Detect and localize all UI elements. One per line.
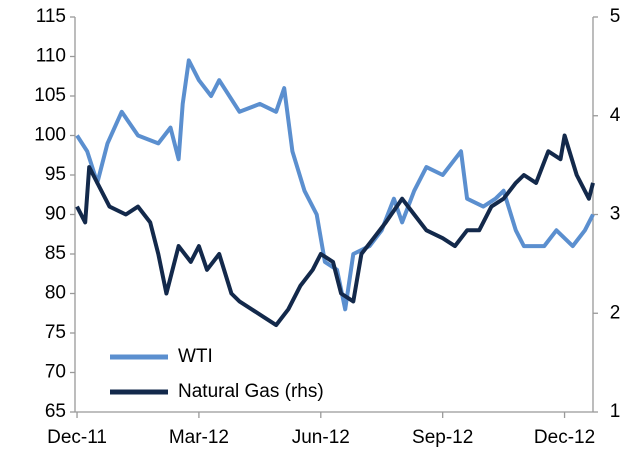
series-line xyxy=(75,133,595,328)
y-tick-label: 70 xyxy=(45,362,66,383)
y-tick-label: 115 xyxy=(36,6,66,27)
y-tick-label: 75 xyxy=(45,322,66,343)
legend-label: Natural Gas (rhs) xyxy=(178,381,324,402)
y-tick-label: 80 xyxy=(45,283,66,304)
y2-tick-label: 4 xyxy=(610,105,621,126)
y-tick-label: 100 xyxy=(34,125,66,146)
y-tick-label: 85 xyxy=(45,243,66,264)
y-tick-label: 65 xyxy=(45,401,66,422)
y2-tick-label: 3 xyxy=(610,204,621,225)
legend-label: WTI xyxy=(178,346,213,367)
x-tick-label: Dec-11 xyxy=(47,427,107,448)
y2-tick-label: 5 xyxy=(610,6,621,27)
y-tick-label: 90 xyxy=(45,204,66,225)
y2-tick-label: 1 xyxy=(610,401,621,422)
x-tick-label: Mar-12 xyxy=(169,427,229,448)
x-tick-label: Sep-12 xyxy=(412,427,473,448)
y-tick-label: 105 xyxy=(34,85,66,106)
x-tick-label: Jun-12 xyxy=(292,427,350,448)
y-tick-label: 110 xyxy=(36,46,66,67)
x-tick-label: Dec-12 xyxy=(534,427,595,448)
y-tick-label: 95 xyxy=(45,164,66,185)
y2-tick-label: 2 xyxy=(610,302,621,323)
